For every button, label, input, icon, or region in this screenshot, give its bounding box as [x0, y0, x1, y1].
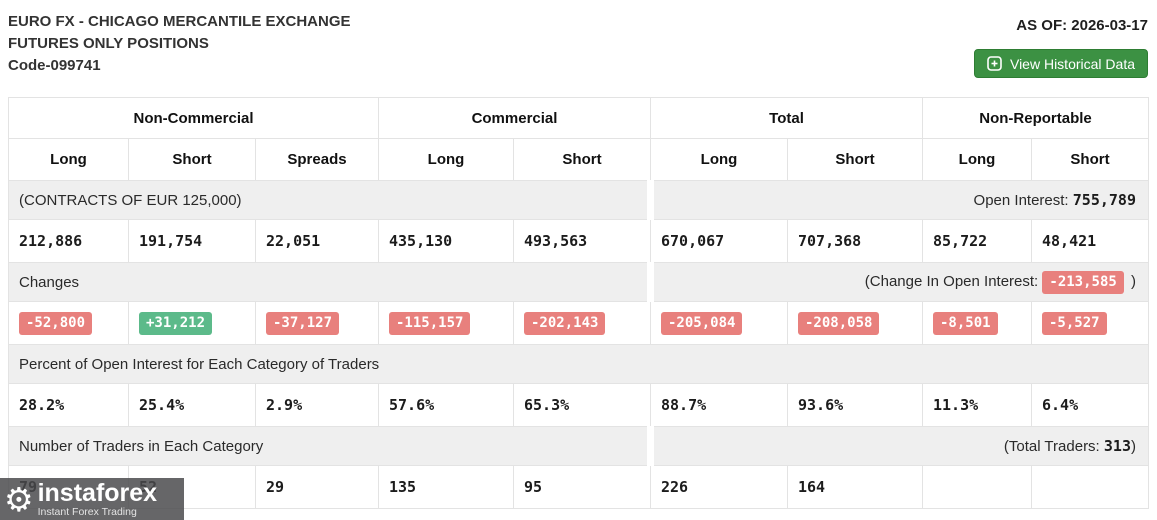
col-nr-long: Long — [922, 138, 1032, 181]
total-traders-value: 313 — [1103, 437, 1131, 455]
traders-t-short: 164 — [787, 465, 923, 509]
percent-c-short: 65.3% — [513, 383, 651, 427]
change-badge: -5,527 — [1042, 311, 1107, 335]
percent-nr-long: 11.3% — [922, 383, 1032, 427]
change-badge: -37,127 — [266, 311, 340, 335]
col-nc-spreads: Spreads — [255, 138, 379, 181]
col-t-short: Short — [787, 138, 923, 181]
traders-nr-long — [922, 465, 1032, 509]
percent-nc-long: 28.2% — [8, 383, 129, 427]
instaforex-gear-logo-icon: ⚙ — [4, 479, 34, 519]
percent-subheader-row: Percent of Open Interest for Each Catego… — [8, 344, 1149, 384]
instaforex-watermark-text: instaforex Instant Forex Trading — [37, 478, 158, 518]
traders-label: Number of Traders in Each Category — [8, 426, 651, 466]
percent-c-long: 57.6% — [378, 383, 514, 427]
traders-t-long: 226 — [650, 465, 788, 509]
open-interest-label: Open Interest: — [973, 192, 1069, 209]
percent-t-long: 88.7% — [650, 383, 788, 427]
group-non-commercial: Non-Commercial — [8, 97, 379, 139]
cot-table: Non-Commercial Commercial Total Non-Repo… — [8, 97, 1149, 509]
positions-nc-spreads: 22,051 — [255, 219, 379, 263]
instaforex-brand-name: instaforex — [37, 478, 158, 507]
change-badge: -8,501 — [933, 311, 998, 335]
column-header-row: Long Short Spreads Long Short Long Short… — [8, 138, 1149, 181]
col-c-long: Long — [378, 138, 514, 181]
traders-c-long: 135 — [378, 465, 514, 509]
change-open-interest-cell: (Change In Open Interest: -213,585 ) — [647, 262, 1149, 302]
view-historical-data-label: View Historical Data — [1009, 55, 1135, 72]
contracts-label: (CONTRACTS OF EUR 125,000) — [8, 180, 651, 220]
traders-c-short: 95 — [513, 465, 651, 509]
positions-nr-short: 48,421 — [1031, 219, 1149, 263]
percent-nr-short: 6.4% — [1031, 383, 1149, 427]
change-oi-suffix: ) — [1131, 272, 1136, 290]
percent-label: Percent of Open Interest for Each Catego… — [8, 344, 1149, 384]
changes-nr-long: -8,501 — [922, 301, 1032, 345]
change-oi-badge: -213,585 — [1042, 270, 1124, 294]
open-interest-cell: Open Interest: 755,789 — [647, 180, 1149, 220]
changes-nc-long: -52,800 — [8, 301, 129, 345]
changes-nc-spreads: -37,127 — [255, 301, 379, 345]
change-badge: -52,800 — [19, 311, 93, 335]
positions-t-long: 670,067 — [650, 219, 788, 263]
traders-nc-spreads: 29 — [255, 465, 379, 509]
changes-row: -52,800 +31,212 -37,127 -115,157 -202,14… — [8, 301, 1149, 345]
percent-t-short: 93.6% — [787, 383, 923, 427]
changes-c-long: -115,157 — [378, 301, 514, 345]
changes-t-long: -205,084 — [650, 301, 788, 345]
positions-row: 212,886 191,754 22,051 435,130 493,563 6… — [8, 219, 1149, 263]
change-badge: +31,212 — [139, 311, 213, 335]
positions-nr-long: 85,722 — [922, 219, 1032, 263]
change-badge: -205,084 — [661, 311, 743, 335]
report-code: Code-099741 — [8, 57, 101, 74]
group-non-reportable: Non-Reportable — [922, 97, 1149, 139]
percent-nc-short: 25.4% — [128, 383, 256, 427]
report-title: EURO FX - CHICAGO MERCANTILE EXCHANGE FU… — [8, 11, 351, 77]
change-badge: -115,157 — [389, 311, 471, 335]
changes-subheader-row: Changes (Change In Open Interest: -213,5… — [8, 262, 1149, 302]
contracts-subheader-row: (CONTRACTS OF EUR 125,000) Open Interest… — [8, 180, 1149, 220]
change-oi-prefix: (Change In Open Interest: — [864, 272, 1039, 290]
total-traders-prefix: (Total Traders: — [1003, 438, 1100, 455]
positions-c-short: 493,563 — [513, 219, 651, 263]
changes-t-short: -208,058 — [787, 301, 923, 345]
total-traders-suffix: ) — [1131, 438, 1136, 455]
view-historical-data-button[interactable]: View Historical Data — [973, 49, 1148, 78]
percent-row: 28.2% 25.4% 2.9% 57.6% 65.3% 88.7% 93.6%… — [8, 383, 1149, 427]
positions-nc-short: 191,754 — [128, 219, 256, 263]
col-nc-short: Short — [128, 138, 256, 181]
changes-nc-short: +31,212 — [128, 301, 256, 345]
group-header-row: Non-Commercial Commercial Total Non-Repo… — [8, 97, 1149, 139]
col-c-short: Short — [513, 138, 651, 181]
calendar-plus-icon — [987, 56, 1002, 71]
positions-nc-long: 212,886 — [8, 219, 129, 263]
changes-nr-short: -5,527 — [1031, 301, 1149, 345]
col-nr-short: Short — [1031, 138, 1149, 181]
total-traders-cell: (Total Traders: 313) — [647, 426, 1149, 466]
instaforex-tagline: Instant Forex Trading — [37, 505, 137, 518]
positions-t-short: 707,368 — [787, 219, 923, 263]
as-of-date: AS OF: 2026-03-17 — [1016, 17, 1148, 34]
report-title-line1: EURO FX - CHICAGO MERCANTILE EXCHANGE — [8, 13, 351, 30]
col-t-long: Long — [650, 138, 788, 181]
traders-subheader-row: Number of Traders in Each Category (Tota… — [8, 426, 1149, 466]
traders-nr-short — [1031, 465, 1149, 509]
instaforex-watermark: ⚙ instaforex Instant Forex Trading — [0, 478, 184, 520]
group-commercial: Commercial — [378, 97, 651, 139]
open-interest-value: 755,789 — [1072, 191, 1136, 209]
positions-c-long: 435,130 — [378, 219, 514, 263]
report-title-line2: FUTURES ONLY POSITIONS — [8, 35, 209, 52]
change-badge: -202,143 — [524, 311, 606, 335]
changes-label: Changes — [8, 262, 651, 302]
col-nc-long: Long — [8, 138, 129, 181]
changes-c-short: -202,143 — [513, 301, 651, 345]
percent-nc-spreads: 2.9% — [255, 383, 379, 427]
group-total: Total — [650, 97, 923, 139]
change-badge: -208,058 — [798, 311, 880, 335]
